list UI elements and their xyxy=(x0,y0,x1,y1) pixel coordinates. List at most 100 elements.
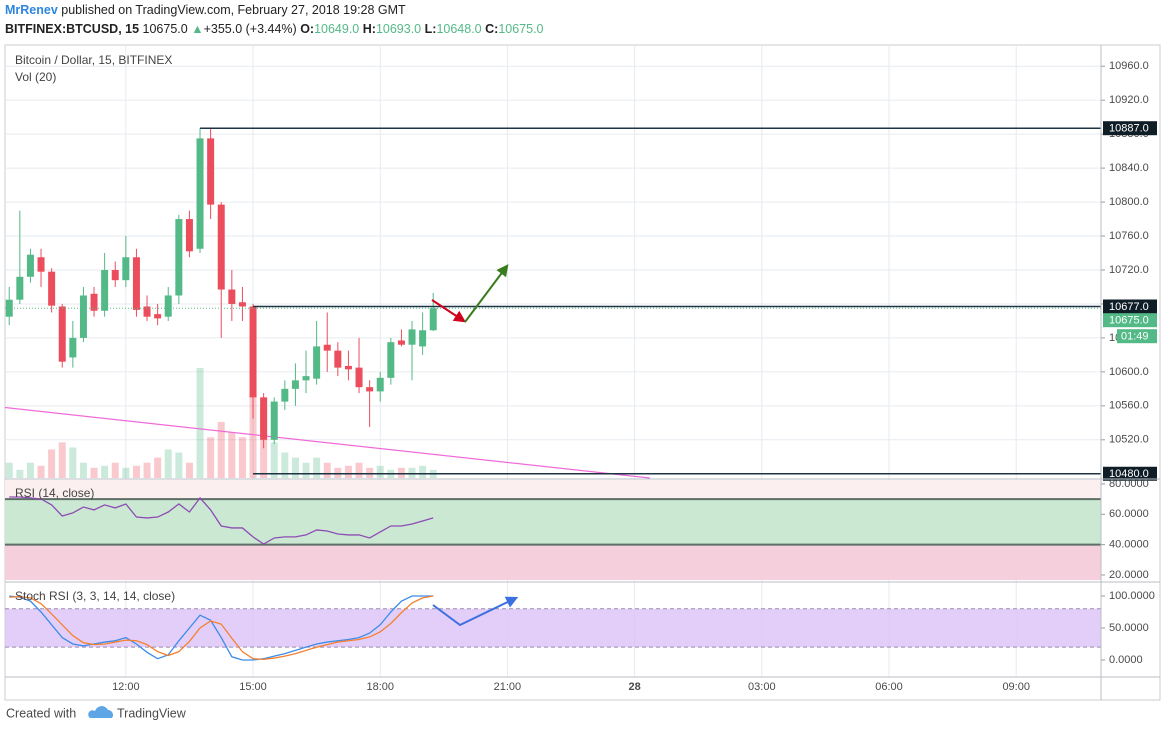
volume-bar xyxy=(302,462,310,478)
h: 10693.0 xyxy=(376,22,421,36)
y-tick-label: 10560.0 xyxy=(1109,400,1149,412)
frame xyxy=(4,44,1161,701)
author[interactable]: MrRenev xyxy=(5,3,58,17)
volume-bar xyxy=(355,462,363,478)
candle-body xyxy=(154,314,162,319)
y-tick-label: 10920.0 xyxy=(1109,94,1149,106)
y-tick-label: 60.0000 xyxy=(1109,508,1149,520)
volume-bar xyxy=(366,467,374,478)
candle-body xyxy=(175,219,183,296)
x-tick-label: 21:00 xyxy=(494,681,522,693)
candle-body xyxy=(408,329,416,345)
candle-body xyxy=(37,257,45,272)
candle-body xyxy=(302,376,310,381)
y-tick-label: 0.0000 xyxy=(1109,654,1143,666)
level-label: 10887.0 xyxy=(1109,123,1149,135)
candle-body xyxy=(196,138,204,249)
candle-body xyxy=(397,340,405,345)
h-label: H: xyxy=(363,22,376,36)
symbol: BITFINEX:BTCUSD, 15 xyxy=(5,22,139,36)
candle-body xyxy=(79,295,87,338)
footer-brand[interactable]: TradingView xyxy=(117,706,187,720)
y-tick-label: 10800.0 xyxy=(1109,196,1149,208)
candle-body xyxy=(313,346,321,379)
volume-bar xyxy=(111,462,119,478)
y-tick-label: 100.0000 xyxy=(1109,590,1155,602)
candle-body xyxy=(111,269,119,281)
last: 10675.0 xyxy=(143,22,188,36)
volume-bar xyxy=(154,457,162,478)
candle-body xyxy=(238,302,246,307)
candle-body xyxy=(366,387,374,392)
countdown-label: 01:49 xyxy=(1121,331,1149,343)
candle-body xyxy=(26,254,34,277)
drawn-arrow xyxy=(431,299,467,323)
candle-body xyxy=(101,269,109,311)
candle-body xyxy=(5,299,13,317)
volume-bar xyxy=(228,432,236,478)
candle-body xyxy=(185,219,193,252)
change: +355.0 (+3.44%) xyxy=(204,22,297,36)
arrow: ▲ xyxy=(191,22,203,36)
level-tag xyxy=(1103,121,1157,136)
candle-body xyxy=(344,365,352,370)
candle-body xyxy=(270,401,278,440)
indicator-line xyxy=(9,496,434,545)
volume-bar xyxy=(408,467,416,478)
c-label: C: xyxy=(485,22,498,36)
logo xyxy=(88,706,114,718)
band-low xyxy=(5,544,1101,580)
footer-created: Created with xyxy=(6,706,76,720)
candle-body xyxy=(228,289,236,304)
volume-bar xyxy=(419,465,427,478)
x-tick-label: 12:00 xyxy=(112,681,140,693)
volume-bar xyxy=(217,421,225,478)
candle-body xyxy=(143,306,151,317)
candle-body xyxy=(207,138,215,205)
candle-body xyxy=(376,377,384,392)
pane-title: Stoch RSI (3, 3, 14, 14, close) xyxy=(15,589,175,603)
volume-bar xyxy=(175,452,183,478)
volume-bar xyxy=(334,467,342,478)
y-tick-label: 20.0000 xyxy=(1109,569,1149,581)
volume-bar xyxy=(281,452,289,478)
candle-body xyxy=(249,306,257,398)
candle-body xyxy=(48,271,56,306)
level-tag xyxy=(1103,299,1157,314)
volume-bar xyxy=(344,465,352,478)
x-tick-label: 06:00 xyxy=(875,681,903,693)
y-tick-label: 10600.0 xyxy=(1109,366,1149,378)
y-tick-label: 10520.0 xyxy=(1109,434,1149,446)
last-price-tag xyxy=(1103,313,1157,328)
countdown-tag xyxy=(1117,329,1157,344)
band xyxy=(5,608,1101,648)
volume-bar xyxy=(185,462,193,478)
c: 10675.0 xyxy=(498,22,543,36)
symbol-line: BITFINEX:BTCUSD, 15 10675.0 ▲+355.0 (+3.… xyxy=(5,22,544,36)
volume-bar xyxy=(69,447,77,478)
trendline xyxy=(5,406,650,479)
x-tick-label: 28 xyxy=(628,681,640,693)
y-tick-label: 10720.0 xyxy=(1109,264,1149,276)
volume-bar xyxy=(323,462,331,478)
x-tick-label: 03:00 xyxy=(748,681,776,693)
plot-area xyxy=(5,45,1101,677)
drawn-arrow xyxy=(432,596,519,627)
volume-bar xyxy=(101,465,109,478)
y-tick-label: 10840.0 xyxy=(1109,162,1149,174)
candle-body xyxy=(429,308,437,331)
x-tick-label: 09:00 xyxy=(1002,681,1030,693)
volume-bar xyxy=(397,467,405,478)
o-label: O: xyxy=(300,22,314,36)
o: 10649.0 xyxy=(314,22,359,36)
candle-body xyxy=(419,330,427,347)
candle-body xyxy=(16,276,24,300)
pane-subtitle: Vol (20) xyxy=(15,70,56,84)
volume-bar xyxy=(26,462,34,478)
volume-bar xyxy=(5,462,13,478)
candle-body xyxy=(132,257,140,310)
volume-bar xyxy=(37,465,45,478)
volume-bar xyxy=(58,442,66,478)
candle-body xyxy=(334,350,342,368)
